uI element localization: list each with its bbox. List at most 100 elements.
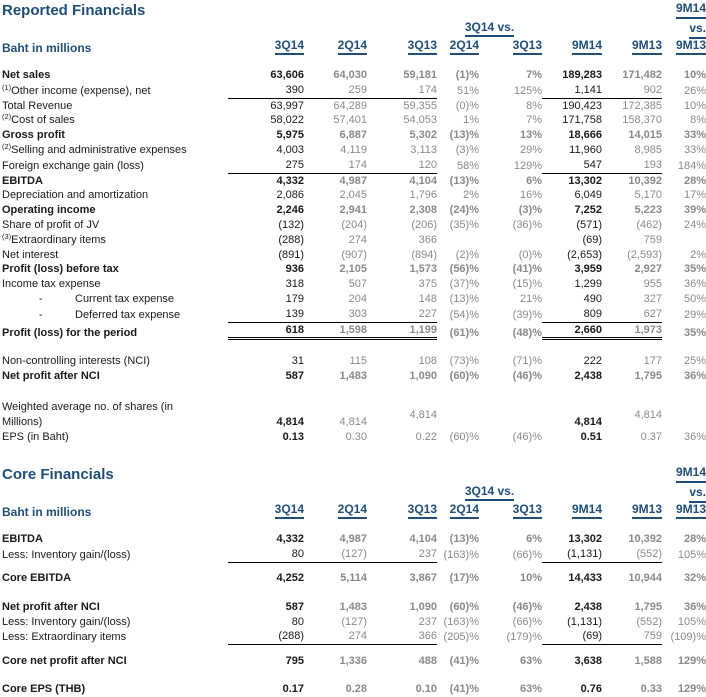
right-vs-line: vs.	[676, 21, 706, 39]
value-cell: 366	[418, 233, 437, 246]
value-cell: 26%	[683, 84, 706, 97]
reported-financials-section: Reported Financials 9M14 vs. 3Q14 vs. Ba…	[0, 1, 706, 444]
value-cell: 2,086	[276, 189, 304, 202]
value-cell: 5,223	[634, 204, 662, 217]
value-cell: 2,438	[574, 370, 602, 383]
value-cell: 222	[583, 355, 602, 368]
table-row: EBITDA 4,332 4,987 4,104 (13)% 6% 13,302 10,392…	[0, 174, 706, 189]
table-row: Non-controlling interests (NCI) 31 115 108 (…	[0, 354, 706, 369]
row-label: Foreign exchange gain (loss)	[2, 159, 144, 172]
row-label: EPS (in Baht)	[2, 430, 69, 443]
table-row: EPS (in Baht) 0.13 0.30 0.22 (60)% (46)% 0.51 0…	[0, 430, 706, 445]
row-label: Core net profit after NCI	[2, 655, 127, 668]
row-spacer	[0, 340, 706, 354]
row-label: - Current tax expense	[39, 292, 175, 305]
value-cell: 115	[349, 355, 367, 368]
column-header: 2Q14	[437, 502, 479, 520]
table-row: Profit (loss) for the period 618 1,598 1,19…	[0, 323, 706, 341]
row-label: Net profit after NCI	[2, 370, 100, 383]
value-cell: 2,660	[542, 323, 602, 341]
table-row: - Current tax expense 179 204 148 (13)% 21% 490…	[0, 292, 706, 307]
value-cell: 1,090	[409, 370, 437, 383]
value-cell: 120	[367, 158, 437, 174]
value-cell: (163)%	[443, 549, 479, 562]
value-cell: 148	[418, 292, 437, 305]
value-cell: 32%	[683, 571, 706, 584]
value-cell: (71)%	[512, 355, 542, 368]
value-cell: 1,483	[339, 370, 367, 383]
value-cell: 955	[643, 278, 662, 291]
column-header: 3Q13	[367, 38, 437, 55]
value-cell: 50%	[683, 292, 706, 305]
value-cell: 4,814	[574, 415, 602, 428]
value-cell: (552)	[602, 547, 662, 563]
value-cell: 33%	[683, 143, 706, 156]
value-cell: 366	[367, 629, 437, 646]
value-cell: 174	[367, 83, 437, 99]
table-row: (1)Other income (expense), net 390 259 174 5…	[0, 83, 706, 99]
value-cell: (2,653)	[567, 248, 602, 261]
value-cell: 6,049	[574, 189, 602, 202]
table-row: - Deferred tax expense 139 303 227 (54)% (39)%…	[0, 307, 706, 323]
value-cell: 63%	[519, 682, 542, 695]
value-cell: 2,105	[339, 263, 367, 276]
value-cell: 1,090	[409, 600, 437, 613]
value-cell: 58%	[456, 159, 479, 172]
row-label: Core EPS (THB)	[2, 682, 86, 695]
table-row: Operating income 2,246 2,941 2,308 (24)% (3)%…	[0, 203, 706, 218]
value-cell: (60)%	[449, 430, 479, 443]
row-label: Less: Extraordinary items	[2, 631, 127, 644]
value-cell: 64,289	[333, 99, 367, 112]
core-section-header: Core Financials 9M14 vs. 3Q14 vs.	[0, 465, 706, 504]
value-cell: 490	[583, 292, 602, 305]
value-cell: (127)	[341, 615, 367, 628]
table-row: Profit (loss) before tax 936 2,105 1,573 (56…	[0, 262, 706, 277]
value-cell: (69)	[582, 233, 602, 246]
value-cell: 3,867	[409, 571, 437, 584]
value-cell: 4,003	[276, 143, 304, 156]
table-row: Share of profit of JV (132) (204) (206) (35)…	[0, 218, 706, 233]
value-cell: (66)%	[512, 549, 542, 562]
value-cell: 80	[291, 615, 304, 628]
value-cell: (56)%	[449, 263, 479, 276]
value-cell: (288)	[228, 629, 304, 646]
table-row: (2)Selling and administrative expenses 4,…	[0, 143, 706, 158]
value-cell: 618	[228, 323, 304, 341]
value-cell: 1,588	[634, 655, 662, 668]
row-spacer	[0, 384, 706, 400]
value-cell: 237	[367, 547, 437, 563]
column-header: 3Q13	[479, 502, 542, 520]
row-label: Income tax expense	[2, 278, 101, 291]
value-cell: 1,795	[634, 600, 662, 613]
value-cell: (37)%	[449, 278, 479, 291]
row-label: Share of profit of JV	[2, 218, 100, 231]
value-cell: 11,960	[569, 143, 602, 156]
row-label: Profit (loss) before tax	[2, 263, 119, 276]
value-cell: 204	[348, 292, 367, 305]
value-cell: 4,987	[339, 174, 367, 187]
row-label: Net profit after NCI	[2, 600, 100, 613]
value-cell: 14,433	[568, 571, 602, 584]
column-header: 3Q14	[228, 38, 304, 55]
value-cell: (552)	[636, 615, 662, 628]
value-cell: 1,796	[409, 189, 437, 202]
value-cell: 36%	[683, 600, 706, 613]
column-header: 9M14	[542, 502, 602, 520]
right-vs-line: 9M14	[675, 465, 706, 484]
value-cell: 375	[418, 278, 437, 291]
value-cell: (13)%	[449, 533, 479, 546]
value-cell: (13)%	[449, 174, 479, 187]
value-cell: 10,392	[628, 174, 662, 187]
value-cell: (204)	[341, 218, 367, 231]
value-cell: 4,814	[276, 415, 304, 428]
value-cell: 29%	[683, 308, 706, 321]
value-cell: 25%	[683, 355, 706, 368]
value-cell: 28%	[683, 174, 706, 187]
table-row: Core EPS (THB) 0.17 0.28 0.10 (41)% 63% 0.76 0.…	[0, 682, 706, 697]
value-cell: 129%	[513, 159, 542, 172]
reported-table-body: Net sales 63,606 64,030 59,181 (1)% 7% 189,283…	[0, 68, 706, 444]
value-cell: 24%	[683, 218, 706, 231]
value-cell: 190,423	[562, 99, 602, 112]
row-label: (2)Cost of sales	[2, 112, 75, 127]
value-cell: 488	[418, 655, 437, 668]
